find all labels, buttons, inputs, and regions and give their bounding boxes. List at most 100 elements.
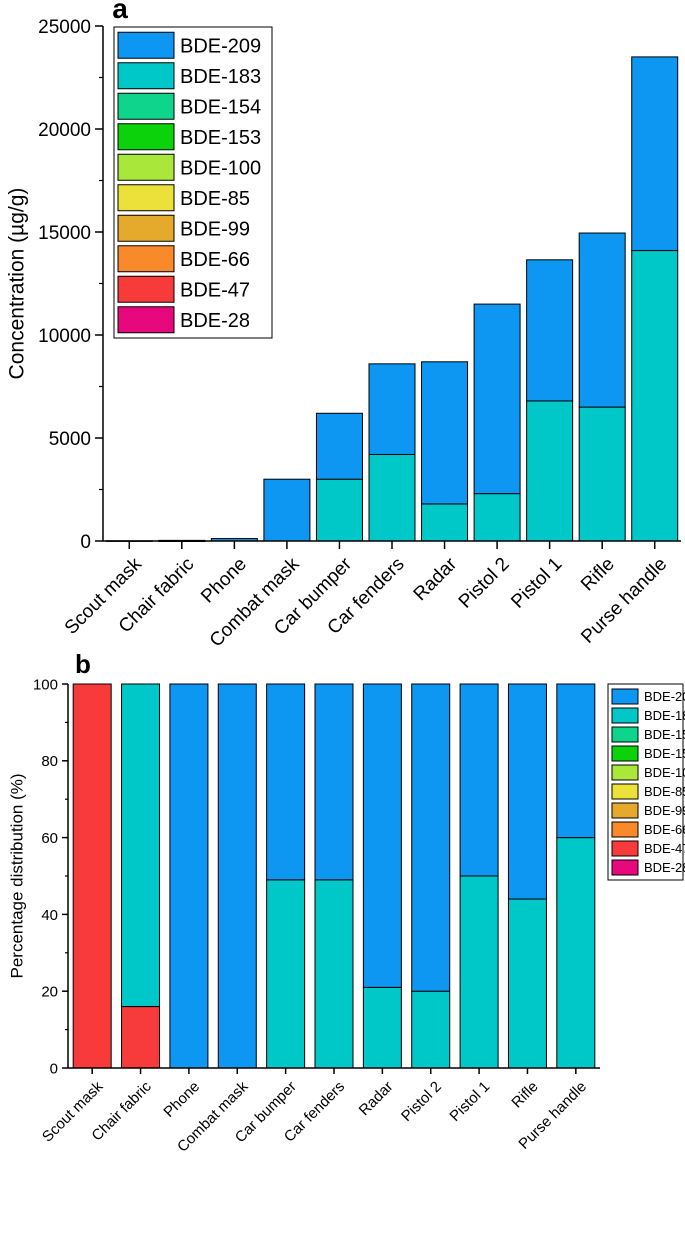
panel-label: a xyxy=(112,0,128,24)
legend-label: BDE-28 xyxy=(644,860,685,875)
bar-bde-183-8 xyxy=(526,400,574,542)
legend-label: BDE-47 xyxy=(644,841,685,856)
y-tick-label: 40 xyxy=(41,907,58,924)
legend: BDE-209 BDE-183 BDE-154 BDE-153 BDE-100 BDE-8… xyxy=(113,26,273,339)
bar-bde-209-4 xyxy=(315,412,363,480)
legend-swatch-bde-154 xyxy=(117,92,175,120)
legend-label: BDE-209 xyxy=(180,35,261,57)
bar-bde-47-0 xyxy=(72,683,112,1069)
legend-swatch-bde-183 xyxy=(117,62,175,90)
legend-label: BDE-153 xyxy=(644,746,685,761)
bar-bde-209-3 xyxy=(217,683,257,1069)
legend-label: BDE-47 xyxy=(180,279,250,301)
legend-swatch-bde-153 xyxy=(611,745,639,762)
bar-bde-209-10 xyxy=(631,56,679,252)
bar-bde-183-9 xyxy=(507,898,547,1069)
legend-label: BDE-99 xyxy=(180,218,250,240)
bar-bde-209-6 xyxy=(421,361,469,505)
panel-label: b xyxy=(75,649,91,679)
legend-swatch-bde-209 xyxy=(117,31,175,59)
bar-bde-183-4 xyxy=(315,478,363,542)
bar-bde-209-5 xyxy=(368,363,416,455)
bar-bde-209-10 xyxy=(556,683,596,839)
bar-bde-209-7 xyxy=(473,303,521,495)
bar-bde-209-2 xyxy=(169,683,209,1069)
legend-label: BDE-99 xyxy=(644,803,685,818)
legend-label: BDE-154 xyxy=(644,727,685,742)
legend-swatch-bde-47 xyxy=(611,840,639,857)
legend-swatch-bde-209 xyxy=(611,688,639,705)
bar-bde-209-3 xyxy=(263,478,311,542)
x-tick-label: Rifle xyxy=(508,1078,541,1111)
y-tick-label: 0 xyxy=(80,532,91,553)
bar-bde-183-6 xyxy=(362,986,402,1069)
bar-bde-209-4 xyxy=(266,683,306,881)
legend-swatch-bde-154 xyxy=(611,726,639,743)
bar-bde-183-9 xyxy=(578,406,626,542)
x-tick-label: Pistol 1 xyxy=(507,554,566,613)
bar-bde-209-9 xyxy=(507,683,547,900)
y-tick-label: 0 xyxy=(50,1060,58,1077)
bar-bde-209-6 xyxy=(362,683,402,988)
x-tick-label: Pistol 2 xyxy=(398,1078,445,1125)
legend-swatch-bde-100 xyxy=(611,764,639,781)
bar-bde-183-1 xyxy=(121,683,161,1008)
legend-label: BDE-100 xyxy=(180,157,261,179)
bar-bde-209-7 xyxy=(411,683,451,992)
bar-bde-183-5 xyxy=(314,879,354,1069)
legend-label: BDE-153 xyxy=(180,127,261,149)
y-tick-label: 20000 xyxy=(38,120,91,141)
legend-label: BDE-183 xyxy=(180,66,261,88)
legend-label: BDE-66 xyxy=(180,249,250,271)
legend-swatch-bde-100 xyxy=(117,153,175,181)
legend-swatch-bde-153 xyxy=(117,123,175,151)
bars-group xyxy=(105,56,679,542)
y-tick-label: 100 xyxy=(33,676,58,693)
legend-swatch-bde-99 xyxy=(117,214,175,242)
legend-label: BDE-85 xyxy=(644,784,685,799)
bar-bde-209-5 xyxy=(314,683,354,881)
y-axis-label: Percentage distribution (%) xyxy=(7,773,26,978)
legend-label: BDE-100 xyxy=(644,765,685,780)
bar-bde-183-8 xyxy=(459,875,499,1069)
x-tick-label: Rifle xyxy=(577,554,619,596)
legend-swatch-bde-99 xyxy=(611,802,639,819)
legend-swatch-bde-28 xyxy=(611,859,639,876)
bar-bde-183-5 xyxy=(368,453,416,542)
bar-bde-209-9 xyxy=(578,232,626,408)
legend-swatch-bde-47 xyxy=(117,275,175,303)
legend-label: BDE-85 xyxy=(180,188,250,210)
bar-bde-183-6 xyxy=(421,503,469,542)
y-tick-label: 5000 xyxy=(49,429,91,450)
bar-bde-183-4 xyxy=(266,879,306,1069)
x-tick-label: Pistol 1 xyxy=(446,1078,493,1125)
legend: BDE-209 BDE-183 BDE-154 BDE-153 BDE-100 BDE-8… xyxy=(607,683,685,881)
bar-bde-183-10 xyxy=(556,837,596,1069)
bar-bde-183-10 xyxy=(631,250,679,542)
legend-swatch-bde-85 xyxy=(117,184,175,212)
chart-panel-a: a 0 5000 10000 15000 20000 25000 Concentration … xyxy=(6,0,681,651)
y-tick-label: 15000 xyxy=(38,223,91,244)
bars-group xyxy=(72,683,596,1069)
bar-bde-209-8 xyxy=(526,259,574,402)
chart-panel-b: b 0 20 40 60 80 100 Percentage distribution (%)… xyxy=(7,649,685,1156)
x-tick-label: Pistol 2 xyxy=(455,554,514,613)
bar-bde-209-8 xyxy=(459,683,499,877)
legend-label: BDE-154 xyxy=(180,96,261,118)
legend-swatch-bde-66 xyxy=(611,821,639,838)
legend-label: BDE-66 xyxy=(644,822,685,837)
bar-bde-183-7 xyxy=(411,990,451,1069)
legend-swatch-bde-28 xyxy=(117,306,175,334)
legend-label: BDE-183 xyxy=(644,708,685,723)
bar-bde-47-1 xyxy=(121,1006,161,1069)
x-tick-label: Phone xyxy=(160,1078,203,1121)
y-tick-label: 60 xyxy=(41,830,58,847)
y-tick-label: 10000 xyxy=(38,326,91,347)
legend-swatch-bde-66 xyxy=(117,245,175,273)
bar-bde-183-7 xyxy=(473,493,521,542)
y-tick-label: 25000 xyxy=(38,17,91,38)
y-axis-label: Concentration (µg/g) xyxy=(6,188,29,380)
legend-label: BDE-28 xyxy=(180,310,250,332)
y-tick-label: 80 xyxy=(41,753,58,770)
